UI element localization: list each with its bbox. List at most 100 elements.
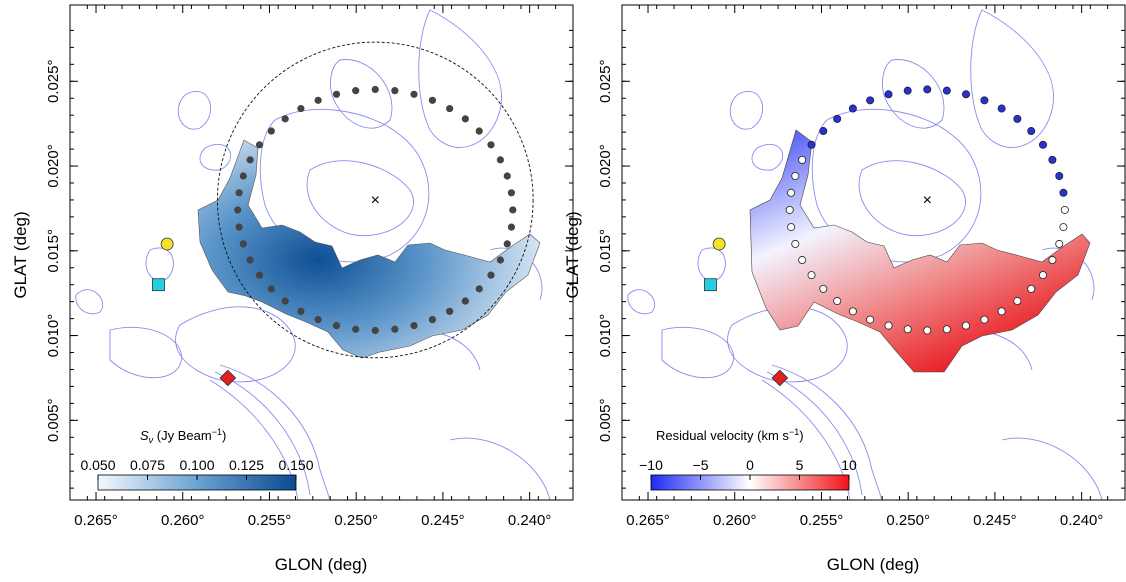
contour-line [219, 364, 331, 501]
contour-line [259, 108, 430, 263]
ring-point [807, 271, 816, 280]
ring-point [787, 223, 796, 232]
x-axis-label: GLON (deg) [275, 555, 368, 574]
ring-point [1013, 114, 1022, 123]
contour-line [306, 160, 414, 237]
ring-point [997, 307, 1006, 316]
ring-point [234, 206, 242, 214]
ring-point [475, 285, 483, 293]
ring-circle [216, 41, 534, 359]
contour-line [1001, 437, 1103, 501]
ring-point [496, 156, 504, 164]
ring-point [503, 240, 511, 248]
x-tick-label: 0.245° [973, 512, 1017, 529]
ring-point [314, 315, 322, 324]
ring-point [503, 172, 511, 180]
ring-point [496, 256, 504, 264]
ring-point [314, 96, 322, 104]
ring-point [475, 127, 483, 135]
ring-point [391, 325, 399, 333]
ring-point [255, 271, 264, 279]
ring-point [798, 155, 807, 164]
ring-point [255, 141, 264, 149]
ring-point [787, 188, 796, 197]
contour-line [199, 143, 232, 171]
ring-point [461, 115, 469, 123]
colorbar-tick-label: 10 [841, 457, 857, 473]
colorbar-label-exp: −1 [212, 427, 222, 437]
x-tick-label: 0.255° [800, 512, 844, 529]
y-tick-label: 0.010° [45, 314, 62, 358]
ring-point [281, 115, 289, 123]
ring-point [507, 189, 516, 197]
ring-point [942, 86, 951, 95]
ring-point [833, 297, 842, 306]
x-tick-label: 0.265° [626, 512, 670, 529]
ring-point [1055, 171, 1064, 180]
ring-point [1059, 188, 1068, 197]
residual-velocity-map [749, 129, 1091, 373]
ring-point [246, 256, 254, 264]
contour-line [729, 90, 764, 130]
left-ring-points [234, 85, 517, 335]
right-panel: × 0.265° 0.260° 0.255° 0.250° 0.245° 0.240° 0… [563, 4, 1126, 574]
ring-point [352, 325, 360, 333]
colorbar-label: Sν (Jy Beam−1) [140, 427, 226, 445]
ring-point [487, 141, 495, 149]
contour-line [75, 289, 104, 315]
ring-point [352, 87, 360, 95]
plot-frame [621, 4, 1126, 501]
ring-point [903, 325, 912, 334]
contour-line [751, 143, 784, 171]
y-tick-label: 0.015° [45, 229, 62, 273]
ring-point [332, 90, 341, 98]
ring-point [942, 325, 951, 334]
yellow-circle-marker [160, 237, 174, 251]
colorbar-tick-label: 0.150 [278, 457, 313, 473]
x-tick-label: 0.265° [74, 512, 118, 529]
ring-point [1027, 284, 1036, 293]
center-marker: × [371, 192, 380, 209]
ring-point [962, 90, 971, 99]
center-marker: × [923, 192, 932, 209]
colorbar-ticks: −10 −5 0 5 10 [639, 457, 857, 480]
ring-point [833, 114, 842, 123]
contour-line [627, 289, 656, 315]
right-x-ticks: 0.265° 0.260° 0.255° 0.250° 0.245° 0.240° [621, 5, 1126, 529]
ring-point [1059, 223, 1068, 232]
contour-line [811, 108, 982, 263]
right-contours [627, 9, 1103, 501]
colorbar-label-prefix: S [140, 428, 149, 443]
y-axis-label: GLAT (deg) [563, 211, 582, 298]
ring-point [297, 307, 305, 315]
x-tick-label: 0.245° [421, 512, 465, 529]
contour-line [881, 59, 945, 129]
x-axis-label: GLON (deg) [827, 555, 920, 574]
ring-point [332, 321, 341, 330]
right-ring-points [785, 85, 1069, 335]
ring-point [391, 87, 399, 95]
y-tick-label: 0.020° [45, 144, 62, 188]
ring-point [239, 172, 247, 180]
ring-point [923, 326, 932, 335]
ring-point [235, 223, 243, 231]
ring-point [428, 96, 437, 104]
x-tick-label: 0.255° [248, 512, 292, 529]
ring-point [371, 85, 379, 94]
colorbar-label-unit: (Jy Beam [153, 428, 212, 443]
ring-point [1038, 140, 1047, 149]
x-tick-label: 0.250° [886, 512, 930, 529]
ring-point [461, 297, 469, 305]
ring-point [267, 285, 275, 293]
colorbar-tick-label: −10 [639, 457, 663, 473]
y-tick-label: 0.020° [597, 144, 614, 188]
ring-point [1055, 239, 1064, 248]
red-diamond-marker [219, 369, 237, 387]
contour-line [329, 59, 393, 129]
ring-point [1048, 256, 1057, 265]
x-tick-label: 0.240° [508, 512, 552, 529]
ring-point [297, 104, 305, 113]
ring-point [980, 315, 989, 324]
x-tick-label: 0.260° [161, 512, 205, 529]
